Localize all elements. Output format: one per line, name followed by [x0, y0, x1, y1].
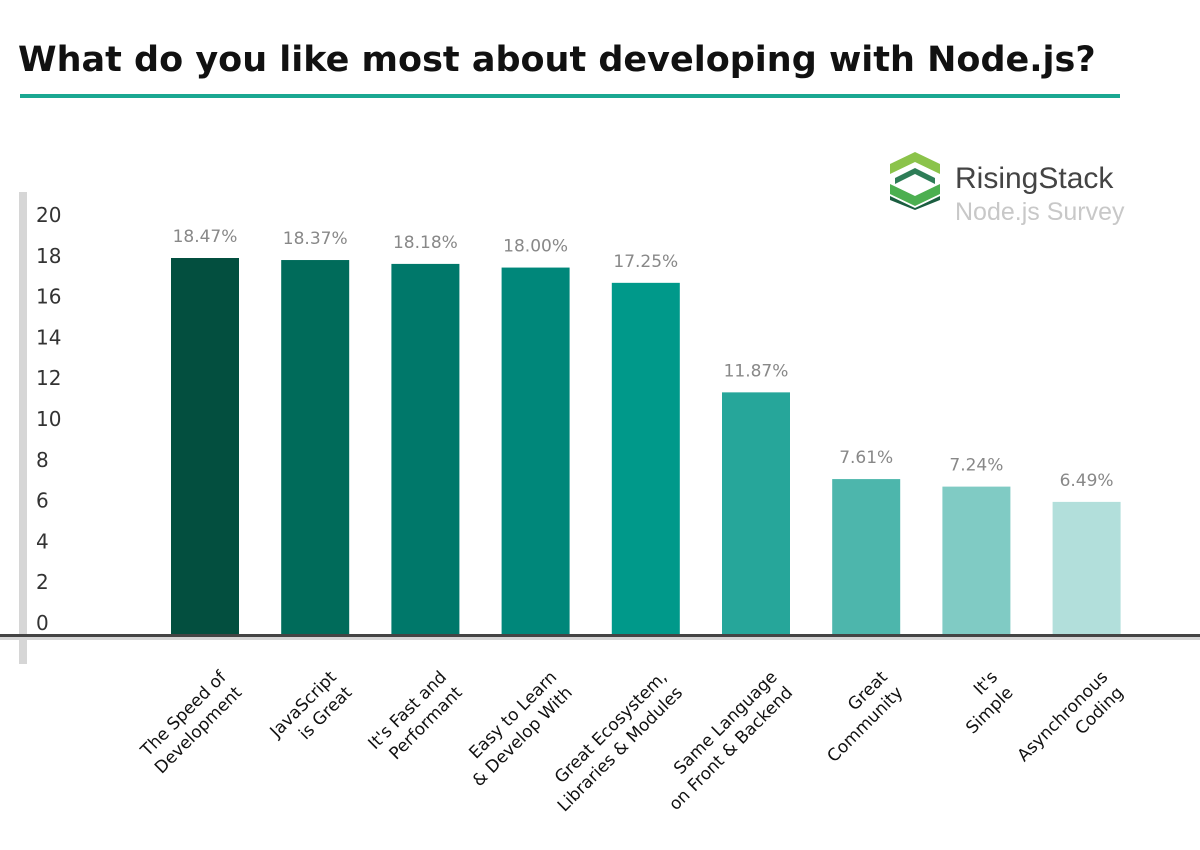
- y-tick-label: 2: [36, 570, 49, 594]
- bar: [501, 267, 570, 634]
- data-label: 17.25%: [613, 252, 678, 272]
- brand-name: RisingStack: [955, 162, 1114, 195]
- bar: [281, 260, 350, 634]
- x-axis-shadow: [0, 637, 1200, 640]
- risingstack-logo-icon: [890, 152, 940, 210]
- bar: [942, 486, 1011, 634]
- x-axis-line: [0, 634, 1200, 637]
- bar: [832, 479, 901, 634]
- bar: [722, 392, 790, 634]
- data-label: 7.24%: [949, 456, 1003, 476]
- y-tick-label: 14: [36, 325, 61, 349]
- data-label: 18.18%: [393, 233, 458, 253]
- bar: [171, 258, 239, 634]
- data-label: 18.47%: [173, 227, 238, 247]
- bar: [391, 263, 460, 634]
- data-label: 18.00%: [503, 237, 568, 257]
- data-label: 7.61%: [839, 448, 893, 468]
- y-tick-label: 20: [36, 203, 61, 227]
- data-label: 18.37%: [283, 229, 348, 249]
- y-axis-bar: [19, 192, 27, 664]
- y-tick-label: 16: [36, 285, 61, 309]
- y-tick-label: 12: [36, 366, 61, 390]
- bar: [611, 282, 680, 634]
- data-label: 6.49%: [1060, 471, 1114, 491]
- chart-title: What do you like most about developing w…: [18, 40, 1096, 80]
- brand-subtitle: Node.js Survey: [955, 198, 1125, 226]
- y-tick-label: 10: [36, 407, 61, 431]
- y-tick-label: 8: [36, 448, 49, 472]
- bar: [1052, 501, 1121, 634]
- y-tick-label: 0: [36, 611, 49, 635]
- y-tick-label: 18: [36, 244, 61, 268]
- y-tick-label: 4: [36, 529, 49, 553]
- data-label: 11.87%: [724, 361, 789, 381]
- y-tick-label: 6: [36, 489, 49, 513]
- title-underline: [20, 94, 1120, 98]
